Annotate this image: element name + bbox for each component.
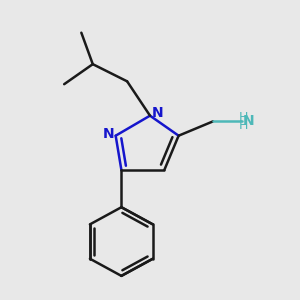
Text: N: N — [103, 127, 114, 141]
Text: H: H — [238, 119, 248, 132]
Text: H: H — [238, 111, 248, 124]
Text: N: N — [151, 106, 163, 120]
Text: N: N — [243, 114, 254, 128]
